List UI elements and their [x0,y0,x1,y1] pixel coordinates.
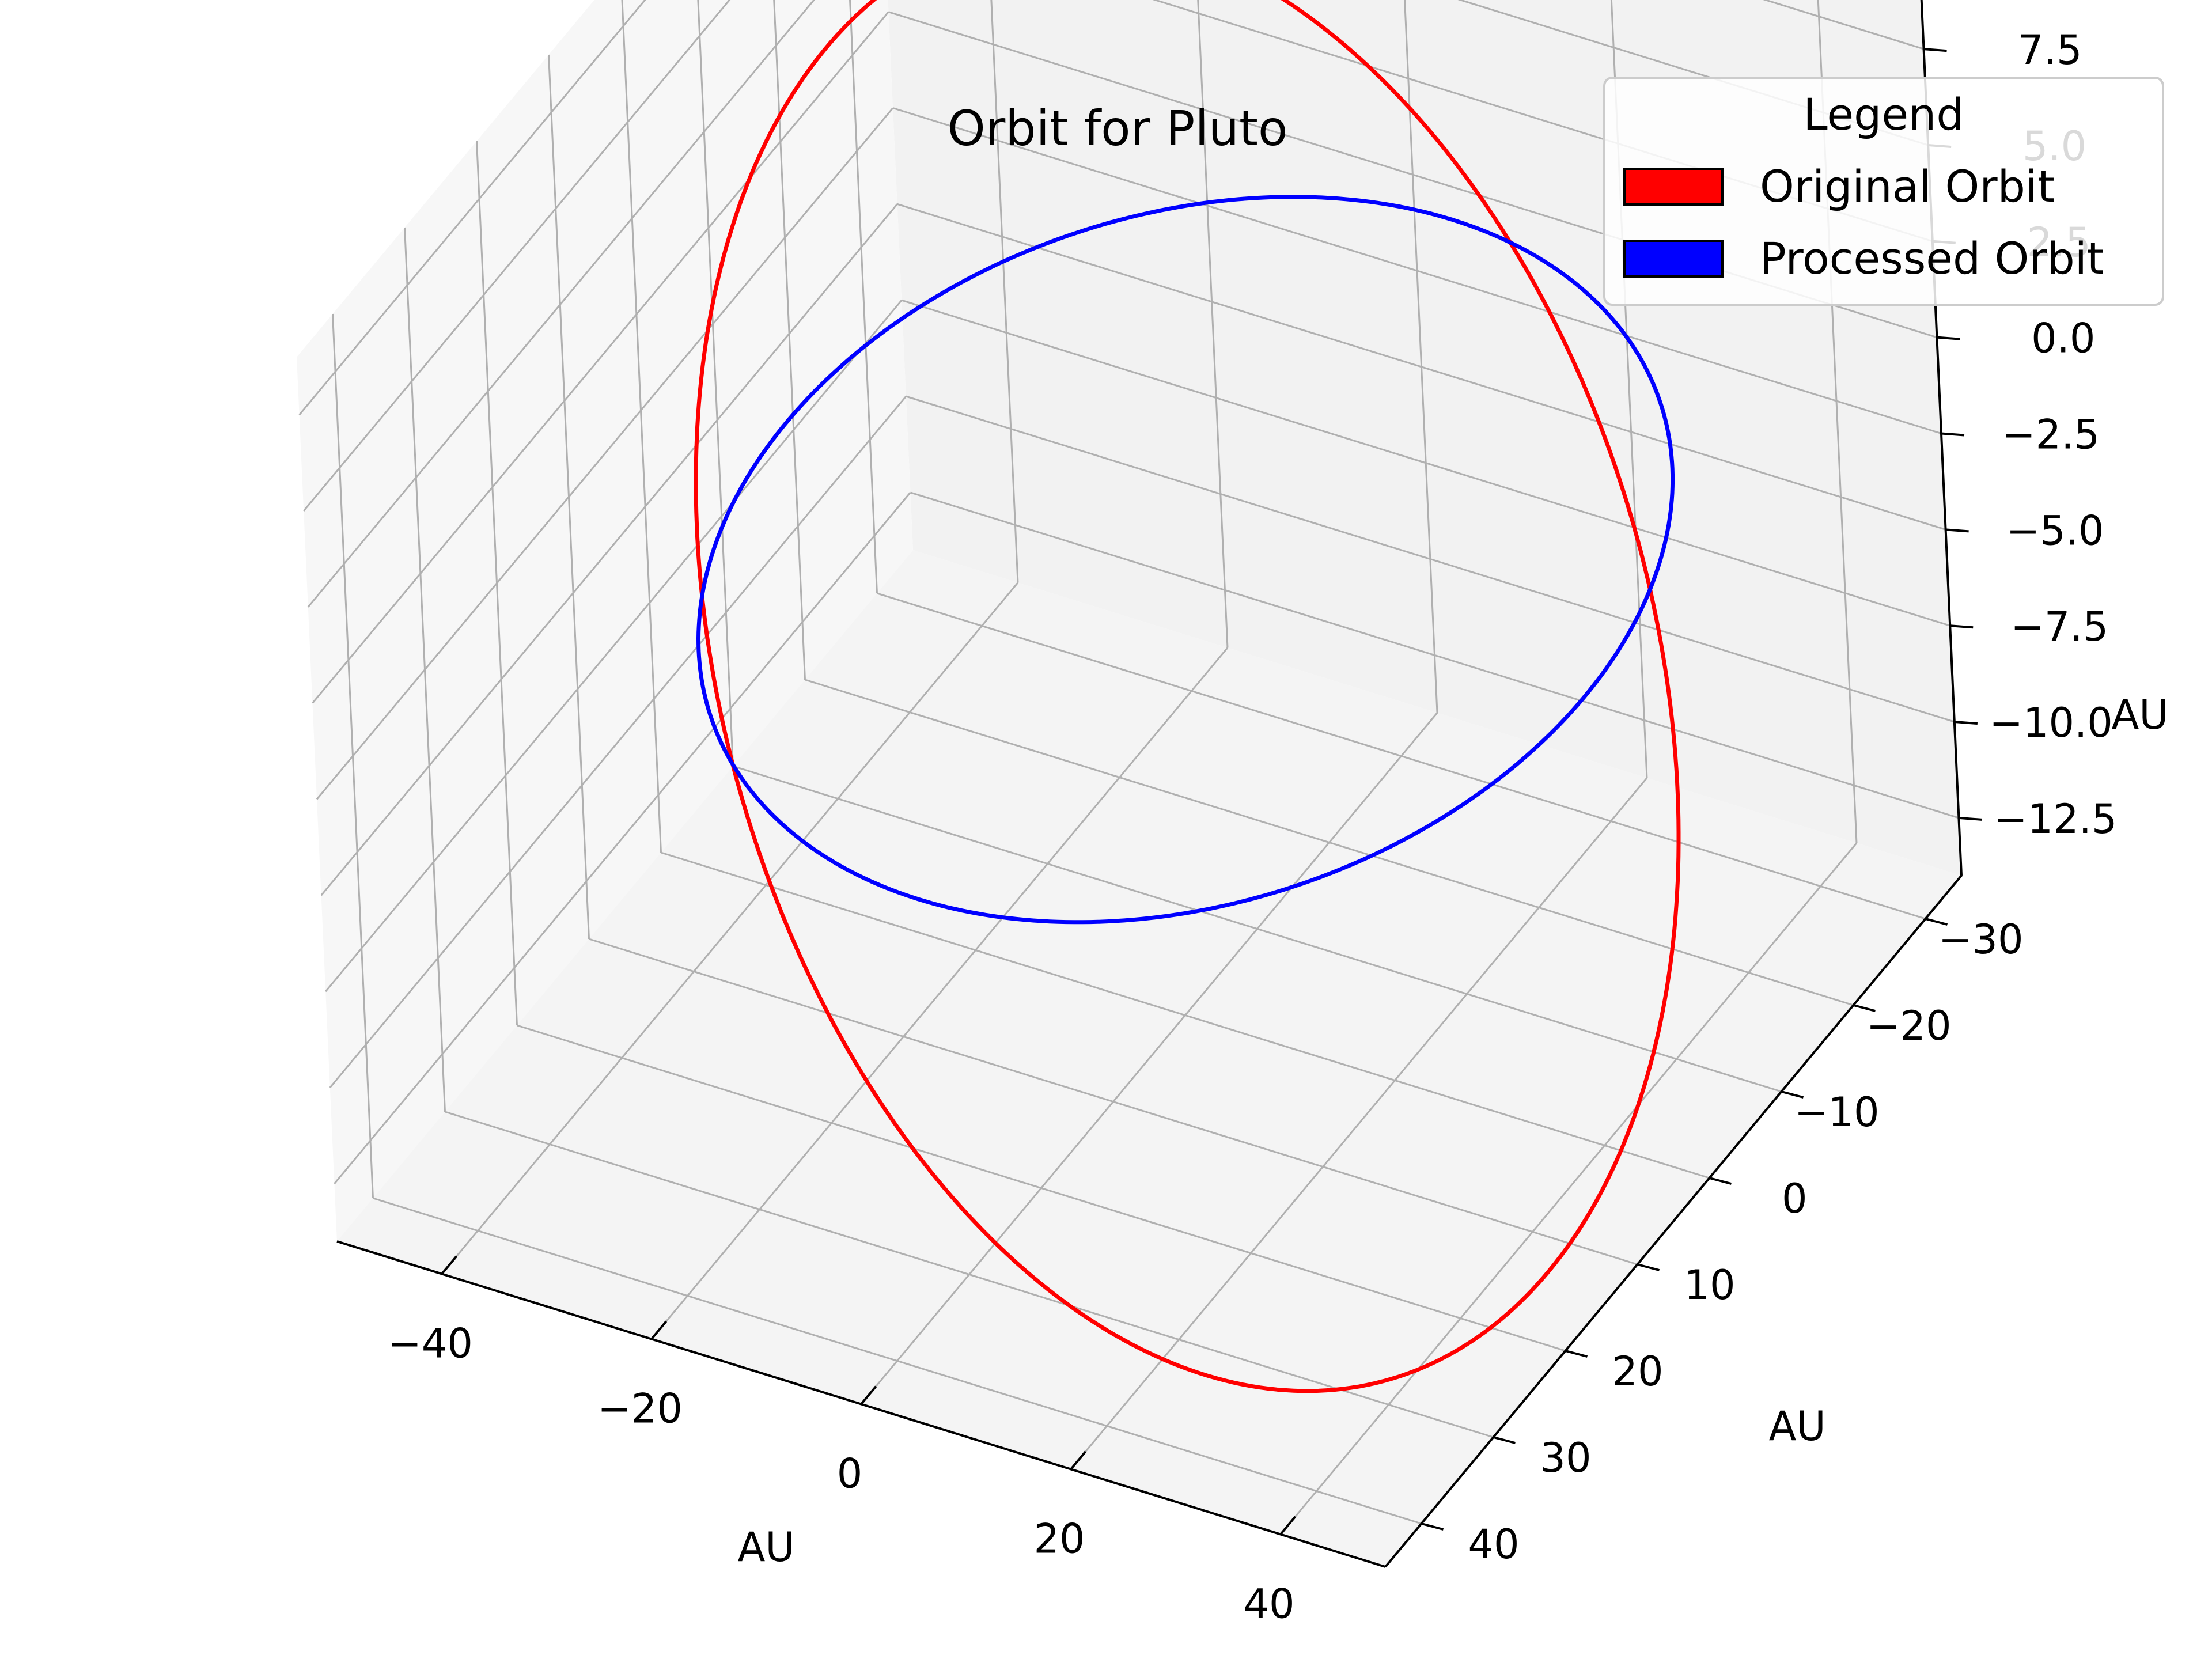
grid-line-z-left [320,203,898,896]
y-axis-line [1384,874,1963,1568]
grid-line-z-left [307,0,815,608]
grid-line-z-left [298,0,646,416]
y-tick-label: −20 [1866,1002,1952,1050]
grid-line-y-floor [805,679,1854,1006]
orbit-series [694,0,1681,1393]
grid-line-z-left [329,396,907,1089]
y-tick-label: 40 [1468,1521,1519,1568]
legend-swatch-original [1623,168,1724,206]
grid-line-x-floor [441,582,1019,1275]
legend-swatch-processed [1623,240,1724,278]
y-tick-label: 10 [1684,1262,1735,1309]
grid-line-x-floor [1279,842,1858,1535]
x-axis-label: AU [737,1524,794,1571]
grid-lines [298,0,1959,1535]
processed-orbit-line [696,195,1675,925]
y-tick-label: −10 [1794,1089,1880,1136]
grid-line-z-left [312,11,889,704]
x-tick-label: 40 [1243,1581,1294,1628]
left-pane [297,0,913,1241]
x-tick [1070,1450,1087,1470]
y-tick [1709,1177,1732,1185]
grid-line-z-left [316,107,894,800]
x-tick-label: −40 [388,1320,473,1368]
grid-line-z-back [906,395,1955,723]
legend-frame [1603,77,2164,306]
grid-line-x-floor [1070,777,1648,1470]
x-tick-label: 20 [1033,1516,1085,1563]
z-tick-label: −7.5 [2010,603,2108,650]
legend-label-processed: Processed Orbit [1760,233,2104,284]
grid-line-z-back [910,491,1959,819]
grid-line-z-left [334,491,911,1184]
z-tick [1923,48,1947,52]
y-tick [1781,1090,1804,1099]
grid-line-y-floor [445,1111,1494,1438]
y-tick [1853,1004,1876,1012]
z-tick-label: 7.5 [2018,26,2082,74]
x-tick [650,1320,668,1340]
y-tick-label: −30 [1938,916,2024,963]
y-tick [1493,1436,1516,1444]
grid-line-y-floor [877,592,1926,920]
z-tick-label: −2.5 [2002,411,2100,459]
x-tick [441,1255,458,1275]
grid-line-y-floor [589,938,1638,1266]
grid-line-y-floor [733,765,1782,1093]
z-tick [1937,336,1960,340]
legend-label-original: Original Orbit [1760,161,2055,212]
x-tick [1279,1516,1297,1535]
x-tick-label: −20 [597,1385,683,1433]
z-tick [1945,528,1969,533]
z-tick-label: −10.0 [1989,699,2113,747]
grid-line-z-back [892,107,1942,434]
z-tick-label: 0.0 [2031,315,2095,362]
grid-line-z-left [325,300,903,993]
grid-line-y-floor [373,1197,1422,1525]
grid-line-z-back [897,203,1946,531]
y-axis-label: AU [1768,1403,1825,1450]
z-tick [1950,624,1974,629]
grid-line-z-left [303,0,731,512]
y-tick-label: 20 [1612,1348,1663,1395]
y-tick-label: 0 [1782,1175,1808,1222]
legend-title: Legend [1803,89,1964,140]
chart-title: Orbit for Pluto [948,100,1288,157]
legend: Legend Original Orbit Processed Orbit [1603,77,2164,306]
grid-line-z-back [901,299,1950,627]
grid-line-y-floor [661,851,1710,1179]
z-tick-label: −5.0 [2006,507,2104,554]
z-tick [1959,816,1982,821]
original-orbit-line [694,0,1681,1393]
grid-line-x-floor [650,647,1229,1340]
grid-line-y-floor [517,1024,1566,1352]
y-tick [1421,1522,1444,1531]
z-tick [1954,721,1978,725]
x-tick [860,1385,877,1405]
grid-line-x-floor [860,712,1438,1405]
z-tick [1941,432,1965,437]
z-tick-label: −12.5 [1994,796,2118,843]
x-tick-label: 0 [837,1450,863,1498]
y-tick [1565,1350,1588,1358]
y-tick [1925,918,1948,926]
y-tick [1637,1263,1660,1271]
y-tick-label: 30 [1540,1434,1591,1482]
z-axis-label: AU [2111,691,2168,738]
